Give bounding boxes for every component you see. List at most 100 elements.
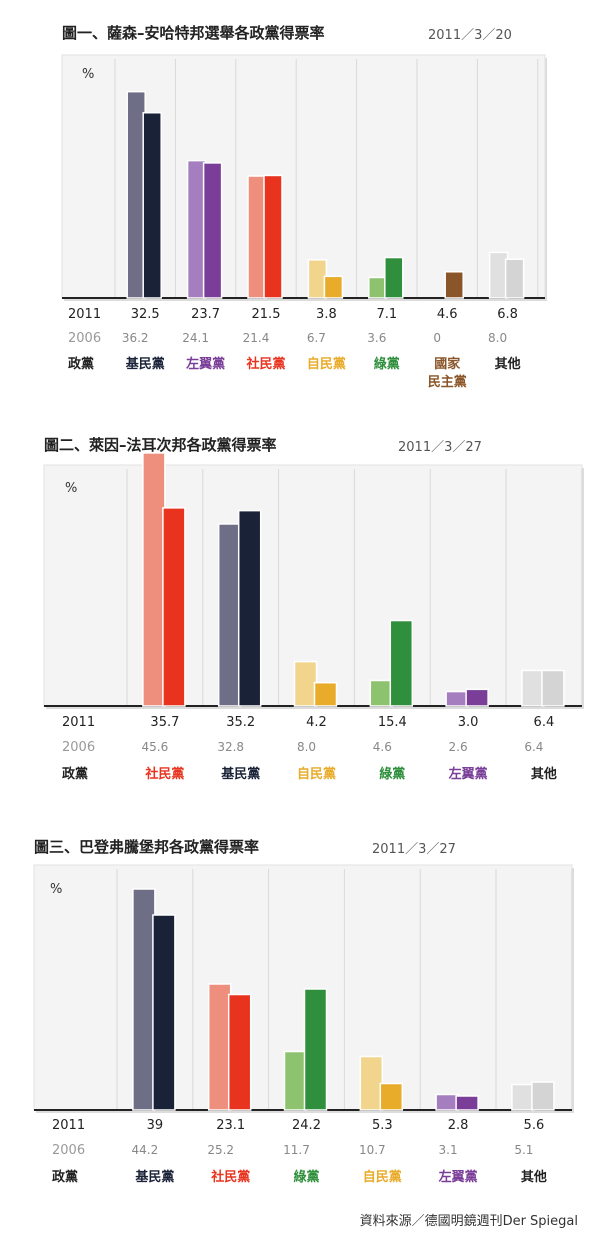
value-label-2006: 36.2 xyxy=(122,331,149,345)
chart-3: 圖三、巴登弗騰堡邦各政黨得票率 2011／3／27 % 39 44.2 基民黨 23.1… xyxy=(33,838,574,1185)
category-label: 社民黨 xyxy=(245,356,285,372)
value-label-2011: 5.3 xyxy=(372,1118,393,1133)
bar-2006 xyxy=(435,1093,459,1111)
category-label: 其他 xyxy=(495,356,521,372)
bar-2011 xyxy=(323,275,344,299)
unit-label: % xyxy=(50,882,62,897)
category-label: 基民黨 xyxy=(125,356,165,372)
value-label-2011: 15.4 xyxy=(378,715,407,730)
value-label-2011: 35.2 xyxy=(226,715,255,730)
bar-2011 xyxy=(162,507,186,707)
bar-2011 xyxy=(227,993,252,1111)
bar-2011 xyxy=(444,271,464,299)
category-label: 基民黨 xyxy=(134,1169,174,1185)
chart-date: 2011／3／27 xyxy=(372,842,456,857)
category-label-line: 左翼黨 xyxy=(449,766,488,782)
chart-3-plot: % 39 44.2 基民黨 23.1 25.2 社民黨 24.2 11.7 綠黨 5.3 10.7 自民… xyxy=(33,864,574,1185)
value-label-2006: 32.8 xyxy=(217,740,244,754)
value-label-2006: 6.7 xyxy=(307,331,326,345)
bar-2011 xyxy=(202,162,223,299)
bar-2011 xyxy=(531,1081,555,1111)
unit-label: % xyxy=(82,67,94,82)
category-label-line: 綠黨 xyxy=(293,1169,319,1185)
row-label-party: 政黨 xyxy=(52,1169,78,1185)
category-label: 社民黨 xyxy=(210,1169,250,1185)
bar-2006 xyxy=(359,1055,384,1111)
category-label-line: 自民黨 xyxy=(307,356,346,372)
value-label-2011: 21.5 xyxy=(252,307,281,322)
category-label: 其他 xyxy=(531,766,557,782)
value-label-2011: 4.6 xyxy=(437,307,458,322)
bar-2006 xyxy=(207,983,232,1111)
value-label-2011: 32.5 xyxy=(131,307,160,322)
value-label-2006: 21.4 xyxy=(243,331,270,345)
value-label-2011: 23.1 xyxy=(216,1118,245,1133)
category-label-line: 國家 xyxy=(434,356,461,372)
category-label-line: 左翼黨 xyxy=(439,1169,478,1185)
category-label-line: 其他 xyxy=(495,356,521,372)
bar-2011 xyxy=(152,914,176,1111)
bar-2006 xyxy=(511,1083,535,1111)
category-label-line: 左翼黨 xyxy=(186,356,225,372)
category-label-line: 其他 xyxy=(531,766,557,782)
category-label-line: 自民黨 xyxy=(363,1169,402,1185)
chart-2: 圖二、萊因–法耳次邦各政黨得票率 2011／3／27 % 35.7 45.6 社民黨 3… xyxy=(43,436,584,782)
value-label-2011: 5.6 xyxy=(524,1118,545,1133)
value-label-2006: 6.4 xyxy=(524,740,543,754)
category-label-line: 基民黨 xyxy=(134,1169,174,1185)
value-label-2006: 3.1 xyxy=(439,1143,458,1157)
category-label-line: 綠黨 xyxy=(374,356,400,372)
category-label: 國家民主黨 xyxy=(428,356,467,390)
bar-2011 xyxy=(379,1082,404,1111)
value-label-2006: 2.6 xyxy=(449,740,468,754)
bar-2006 xyxy=(132,888,156,1111)
source-note: 資料來源／德國明鏡週刊Der Spiegal xyxy=(359,1214,578,1229)
value-label-2006: 10.7 xyxy=(359,1143,386,1157)
chart-2-plot: % 35.7 45.6 社民黨 35.2 32.8 基民黨 4.2 8.0 自民黨 15.4 4.6 綠… xyxy=(43,452,584,782)
category-label: 左翼黨 xyxy=(449,766,488,782)
category-label: 綠黨 xyxy=(293,1169,319,1185)
value-label-2006: 11.7 xyxy=(283,1143,310,1157)
value-label-2011: 35.7 xyxy=(150,715,179,730)
bar-2011 xyxy=(263,174,283,299)
category-label: 綠黨 xyxy=(379,766,405,782)
category-label-line: 其他 xyxy=(521,1169,547,1185)
value-label-2006: 0 xyxy=(433,331,441,345)
value-label-2011: 6.4 xyxy=(534,715,555,730)
chart-date: 2011／3／27 xyxy=(398,440,482,455)
bar-2011 xyxy=(384,256,404,299)
bar-2011 xyxy=(541,669,565,707)
bar-2006 xyxy=(283,1050,308,1111)
row-label-2011: 2011 xyxy=(68,307,101,322)
value-label-2011: 4.2 xyxy=(306,715,327,730)
category-label-line: 基民黨 xyxy=(125,356,165,372)
chart-title: 圖三、巴登弗騰堡邦各政黨得票率 xyxy=(34,838,260,856)
category-label: 綠黨 xyxy=(374,356,400,372)
value-label-2006: 44.2 xyxy=(132,1143,159,1157)
category-label-line: 社民黨 xyxy=(210,1169,250,1185)
chart-title: 圖二、萊因–法耳次邦各政黨得票率 xyxy=(44,436,277,454)
value-label-2006: 8.0 xyxy=(297,740,316,754)
bar-2011 xyxy=(313,681,338,707)
category-label: 左翼黨 xyxy=(186,356,225,372)
value-label-2011: 3.8 xyxy=(316,307,337,322)
value-label-2006: 3.6 xyxy=(367,331,386,345)
category-label: 其他 xyxy=(521,1169,547,1185)
bar-2011 xyxy=(389,619,414,707)
row-label-2006: 2006 xyxy=(68,331,101,346)
chart-title: 圖一、薩森–安哈特邦選舉各政黨得票率 xyxy=(62,24,325,42)
row-label-party: 政黨 xyxy=(62,766,88,782)
category-label: 自民黨 xyxy=(307,356,346,372)
category-label: 自民黨 xyxy=(297,766,336,782)
category-label: 基民黨 xyxy=(220,766,260,782)
value-label-2011: 39 xyxy=(147,1118,164,1133)
category-label-line: 社民黨 xyxy=(144,766,184,782)
value-label-2006: 4.6 xyxy=(373,740,392,754)
bar-2011 xyxy=(455,1095,479,1111)
category-label-line: 社民黨 xyxy=(245,356,285,372)
bar-2011 xyxy=(504,258,525,299)
value-label-2011: 24.2 xyxy=(292,1118,321,1133)
value-label-2006: 5.1 xyxy=(514,1143,533,1157)
unit-label: % xyxy=(65,481,77,496)
bar-2011 xyxy=(303,988,328,1111)
